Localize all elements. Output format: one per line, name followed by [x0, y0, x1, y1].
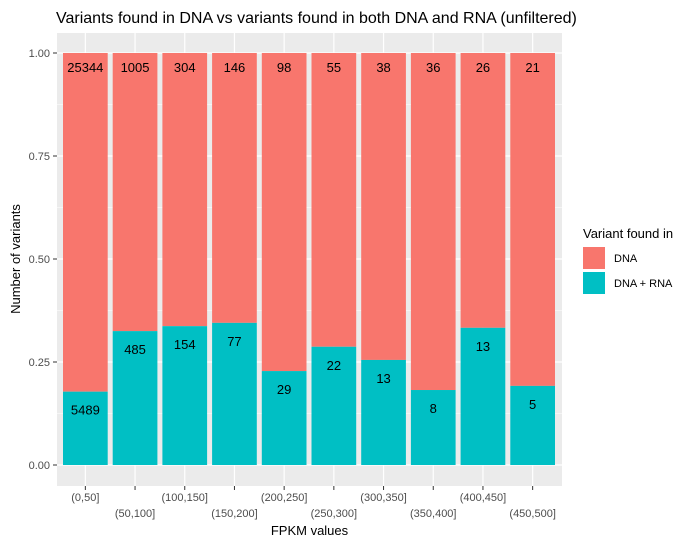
x-tick-label: (450,500] — [509, 508, 555, 520]
y-tick-label: 1.00 — [29, 48, 50, 60]
x-tick-label: (200,250] — [261, 492, 307, 504]
bar-label-dna-rna: 485 — [124, 342, 146, 357]
bar-label-dna: 1005 — [121, 60, 150, 75]
bar-label-dna: 38 — [376, 60, 390, 75]
bar-label-dna-rna: 29 — [277, 382, 291, 397]
bar-dna-rna — [510, 385, 555, 465]
x-tick-label: (350,400] — [410, 508, 456, 520]
y-tick-label: 0.25 — [29, 357, 50, 369]
bar-label-dna-rna: 22 — [327, 358, 341, 373]
bar-dna — [510, 53, 555, 386]
legend-key-dna-rna — [583, 272, 605, 294]
legend-label-dna: DNA — [614, 253, 638, 265]
bar-dna — [311, 53, 357, 347]
x-tick-label: (100,150] — [162, 492, 208, 504]
bar-dna-rna — [261, 371, 307, 465]
y-tick-label: 0.50 — [29, 254, 50, 266]
bar-dna-rna — [63, 391, 108, 465]
bar-labels: 25344 5489 1005 485 304 154 146 77 98 29 55 22 38 13 3… — [67, 60, 540, 418]
bar-label-dna: 21 — [525, 60, 539, 75]
bar-label-dna: 146 — [224, 60, 246, 75]
x-tick-label: (400,450] — [460, 492, 506, 504]
y-tick-label: 0.00 — [29, 460, 50, 472]
bar-label-dna: 55 — [327, 60, 341, 75]
bars — [63, 53, 555, 465]
bar-dna-rna — [162, 326, 208, 465]
bar-label-dna-rna: 5489 — [71, 403, 100, 418]
bar-label-dna-rna: 5 — [529, 397, 536, 412]
legend-key-dna — [583, 247, 605, 269]
x-axis: (0,50] (50,100] (100,150](150,200] (200,250… — [71, 486, 556, 520]
x-tick-label: (0,50] — [71, 492, 99, 504]
x-tick-label: (250,300] — [311, 508, 357, 520]
y-tick-label: 0.75 — [29, 151, 50, 163]
bar-dna — [361, 53, 406, 360]
bar-dna — [162, 53, 208, 327]
bar-label-dna: 26 — [476, 60, 490, 75]
bar-dna-rna — [311, 346, 357, 465]
bar-dna — [460, 53, 506, 328]
bar-label-dna-rna: 13 — [476, 339, 490, 354]
bar-dna — [112, 53, 158, 332]
bar-dna — [212, 53, 257, 323]
bar-label-dna-rna: 154 — [174, 337, 196, 352]
bar-dna-rna — [361, 359, 406, 465]
legend-title: Variant found in — [583, 226, 673, 241]
bar-label-dna-rna: 77 — [227, 334, 241, 349]
legend-label-dna-rna: DNA + RNA — [614, 278, 673, 290]
y-axis-title: Number of variants — [8, 204, 23, 314]
legend: Variant found in DNA DNA + RNA — [583, 226, 673, 294]
bar-label-dna: 36 — [426, 60, 440, 75]
bar-dna-rna — [212, 322, 257, 465]
bar-dna — [261, 53, 307, 372]
bar-label-dna: 25344 — [67, 60, 103, 75]
bar-dna-rna — [460, 327, 506, 465]
x-axis-title: FPKM values — [271, 523, 349, 538]
bar-label-dna-rna: 13 — [376, 371, 390, 386]
x-tick-label: (150,200] — [211, 508, 257, 520]
y-axis: 0.00 0.25 0.50 0.75 1.00 — [29, 48, 57, 472]
bar-dna-rna — [112, 331, 158, 465]
bar-label-dna-rna: 8 — [430, 401, 437, 416]
x-tick-label: (300,350] — [360, 492, 406, 504]
bar-dna-rna — [410, 390, 456, 465]
bar-label-dna: 304 — [174, 60, 196, 75]
x-tick-label: (50,100] — [115, 508, 155, 520]
bar-dna — [410, 53, 456, 391]
bar-label-dna: 98 — [277, 60, 291, 75]
chart-title: Variants found in DNA vs variants found … — [56, 10, 577, 27]
bar-dna — [63, 53, 108, 392]
